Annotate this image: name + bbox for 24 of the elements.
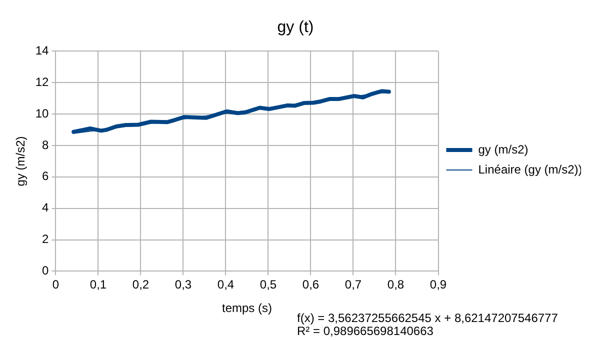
- y-tick-label: 14: [35, 44, 50, 58]
- y-tick-label: 0: [42, 264, 50, 278]
- y-tick-label: 2: [42, 232, 50, 246]
- x-tick-label: 0: [52, 278, 60, 292]
- y-tick-label: 8: [42, 138, 50, 152]
- x-tick-label: 0,9: [430, 278, 447, 292]
- y-tick-label: 12: [35, 74, 50, 89]
- x-tick-label: 0,5: [260, 278, 277, 292]
- x-tick-label: 0,1: [90, 278, 107, 292]
- text: R² = 0,989665698140663: [297, 324, 434, 338]
- y-tick-label: 6: [42, 169, 50, 184]
- chart-title: gy (t): [277, 19, 314, 36]
- x-axis-title: temps (s): [222, 301, 272, 316]
- x-tick-label: 0,6: [302, 278, 320, 292]
- y-tick-label: 10: [35, 106, 50, 120]
- x-tick-label: 0,3: [174, 278, 192, 292]
- x-tick-label: 0,8: [387, 278, 404, 292]
- x-tick-label: 0,4: [217, 278, 234, 292]
- x-tick-label: 0,2: [132, 278, 150, 292]
- x-tick-label: 0,7: [344, 278, 362, 292]
- legend-label: gy (m/s2): [478, 142, 528, 156]
- y-tick-label: 4: [42, 200, 50, 215]
- y-axis-title: gy (m/s2): [14, 136, 28, 186]
- text: f(x) = 3,56237255662545 x + 8,62147207546777: [297, 311, 558, 325]
